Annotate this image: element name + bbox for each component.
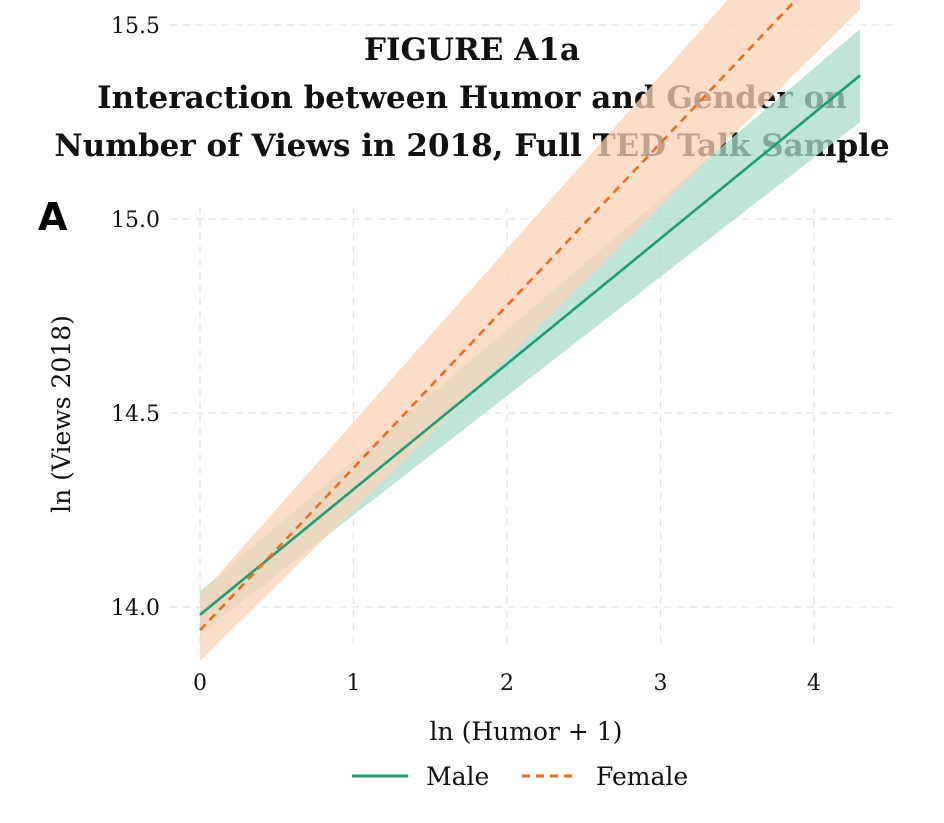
series-line-female: [199, 0, 798, 632]
y-tick-label: 14.5: [111, 402, 160, 427]
x-axis-title: ln (Humor + 1): [430, 717, 623, 746]
legend-label-male: Male: [426, 762, 489, 791]
x-tick-label: 3: [654, 671, 668, 696]
x-tick-label: 1: [347, 671, 361, 696]
y-tick-label: 15.5: [111, 14, 160, 39]
ci-band-female: [200, 0, 861, 662]
legend-label-female: Female: [596, 762, 688, 791]
figure-title-line-1: FIGURE A1a: [364, 32, 580, 68]
x-tick-label: 4: [807, 671, 821, 696]
x-tick-label: 2: [500, 671, 514, 696]
panel-label: A: [38, 195, 68, 239]
y-tick-label: 15.0: [111, 208, 160, 233]
y-axis-title: ln (Views 2018): [47, 315, 76, 513]
y-tick-label: 14.0: [111, 596, 160, 621]
series-line-male: [199, 74, 861, 616]
x-tick-label: 0: [193, 671, 207, 696]
